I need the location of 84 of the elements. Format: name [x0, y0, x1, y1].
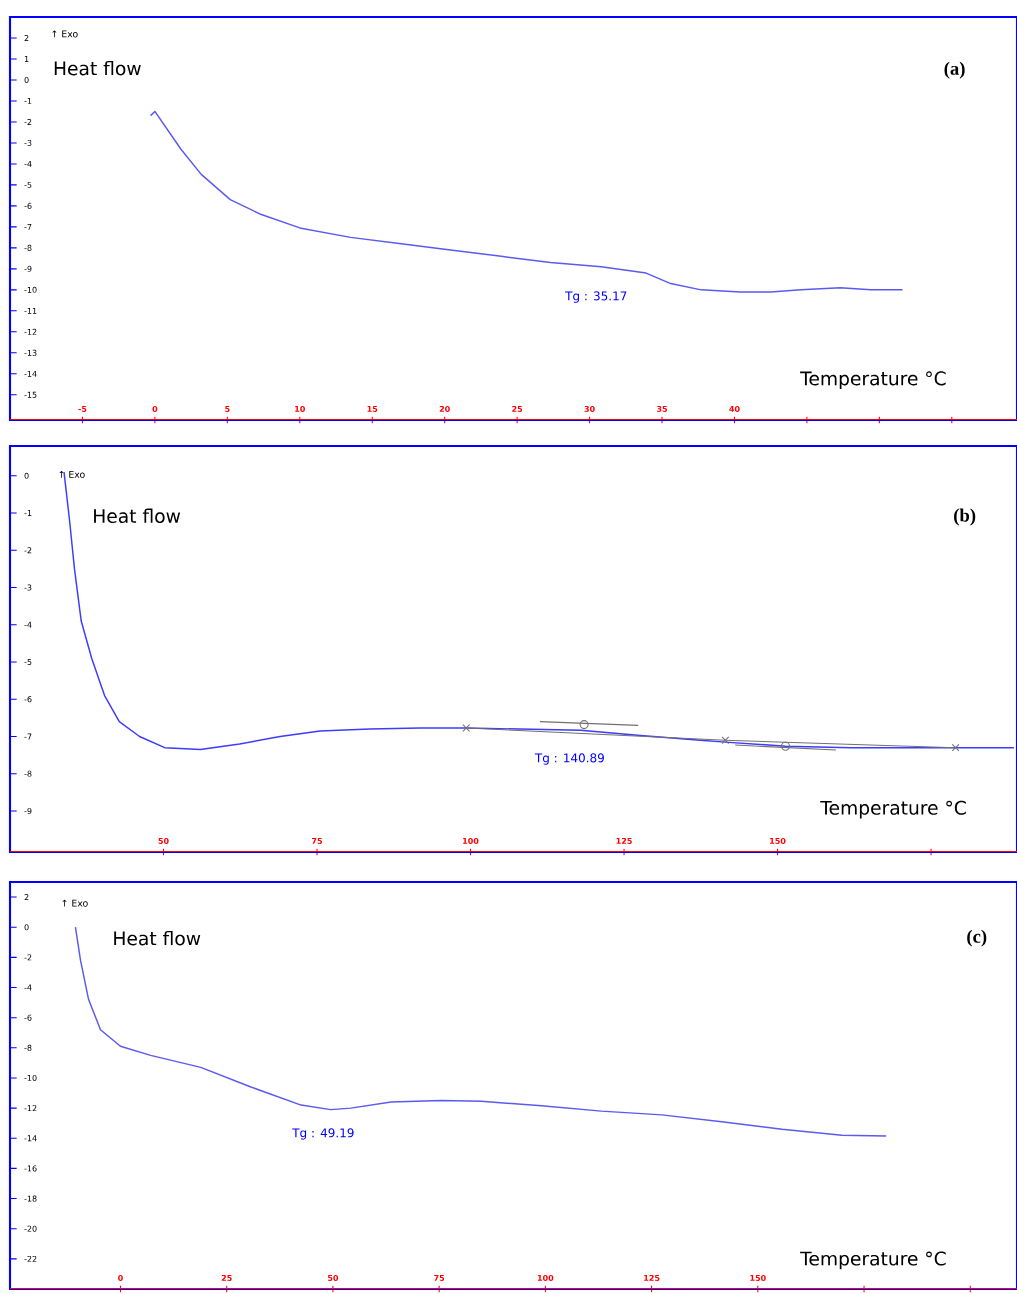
point: [721, 736, 730, 745]
y-tick-label: -12: [24, 1105, 37, 1112]
x-tick-label: 50: [158, 837, 169, 844]
x-tick-label: 5: [225, 405, 230, 412]
y-tick-label: -14: [24, 370, 37, 377]
text: (b): [954, 508, 976, 526]
y-tick-label: -5: [24, 659, 32, 665]
x-tick-label: 25: [512, 405, 523, 412]
y-tick-label: 1: [24, 56, 29, 62]
annotation: ↑ Exo: [59, 470, 85, 478]
y-tick-label: -5: [24, 181, 32, 188]
text: (a): [944, 61, 965, 79]
y-tick-label: -2: [24, 118, 32, 125]
x-tick-label: 10: [295, 405, 305, 412]
x-tick-label: 20: [439, 405, 450, 412]
x-tick-label: 50: [327, 1274, 339, 1281]
annotation: Tg : 35.17: [565, 291, 627, 303]
annotation: ↑ Exo: [62, 899, 88, 907]
y-tick-label: -2: [24, 954, 32, 961]
y-tick-label: -8: [24, 244, 32, 251]
x-tick-label: 15: [367, 405, 378, 412]
x-tick-label: 150: [770, 837, 786, 844]
x-tick-label: 40: [729, 405, 740, 412]
annotation: Tg : 49.19: [292, 1128, 354, 1140]
annotation: Tg : 140.89: [534, 753, 604, 765]
x-tick-label: 100: [463, 837, 479, 844]
y-tick-label: 0: [24, 924, 29, 931]
x-axis-title: Temperature °C: [800, 1251, 946, 1270]
y-tick-label: -3: [24, 139, 32, 146]
y-tick-label: -13: [24, 349, 37, 356]
y-axis-title: Heat flow: [94, 508, 181, 524]
x-tick-label: -5: [78, 405, 87, 412]
y-tick-label: -12: [24, 328, 37, 335]
y-axis-title: Heat flow: [54, 60, 141, 76]
x-tick-label: 0: [118, 1274, 123, 1281]
point: [462, 724, 471, 732]
y-tick-label: -10: [24, 286, 37, 293]
x-tick-label: 75: [434, 1275, 445, 1281]
y-tick-label: -6: [24, 696, 32, 703]
point: [780, 741, 791, 751]
y-tick-label: -10: [24, 1074, 37, 1081]
y-tick-label: -3: [24, 584, 32, 591]
x-axis-title: Temperature °C: [820, 800, 966, 819]
annotation: ↑ Exo: [52, 30, 78, 38]
y-tick-label: -7: [24, 223, 32, 230]
y-tick-label: -16: [24, 1165, 37, 1172]
x-tick-label: 0: [152, 405, 158, 412]
y-tick-label: -22: [24, 1255, 37, 1262]
y-tick-label: -1: [24, 510, 32, 516]
y-tick-label: -8: [24, 1044, 32, 1051]
y-tick-label: -6: [24, 1014, 32, 1021]
y-tick-label: -1: [24, 98, 32, 104]
point: [951, 743, 960, 752]
y-tick-label: 0: [24, 472, 29, 479]
line-series: [149, 110, 904, 293]
y-tick-label: 0: [24, 76, 29, 83]
x-axis-title: Temperature °C: [800, 371, 946, 390]
y-tick-label: -4: [24, 621, 32, 628]
y-tick-label: -2: [24, 547, 32, 554]
x-tick-label: 100: [537, 1274, 554, 1281]
y-tick-label: -14: [24, 1135, 37, 1142]
y-tick-label: -9: [24, 265, 32, 272]
y-tick-label: 2: [24, 35, 29, 41]
x-tick-label: 125: [644, 1274, 660, 1281]
x-tick-label: 25: [221, 1274, 232, 1281]
y-axis-title: Heat flow: [114, 930, 201, 946]
text: (c): [967, 929, 987, 947]
y-tick-label: -4: [24, 160, 32, 167]
x-tick-label: 75: [311, 838, 323, 844]
y-tick-label: -8: [24, 770, 32, 777]
x-tick-label: 125: [616, 837, 632, 844]
y-tick-label: -7: [24, 733, 32, 740]
y-tick-label: -15: [24, 391, 37, 398]
y-tick-label: -6: [24, 202, 32, 209]
x-tick-label: 35: [657, 405, 668, 412]
y-tick-label: -4: [24, 984, 32, 991]
y-tick-label: -18: [24, 1195, 37, 1202]
y-tick-label: 2: [24, 894, 29, 901]
point: [579, 720, 589, 730]
x-tick-label: 150: [750, 1274, 766, 1281]
y-tick-label: -11: [24, 307, 37, 314]
x-tick-label: 30: [584, 405, 595, 412]
y-tick-label: -20: [24, 1225, 37, 1232]
y-tick-label: -9: [24, 807, 32, 815]
